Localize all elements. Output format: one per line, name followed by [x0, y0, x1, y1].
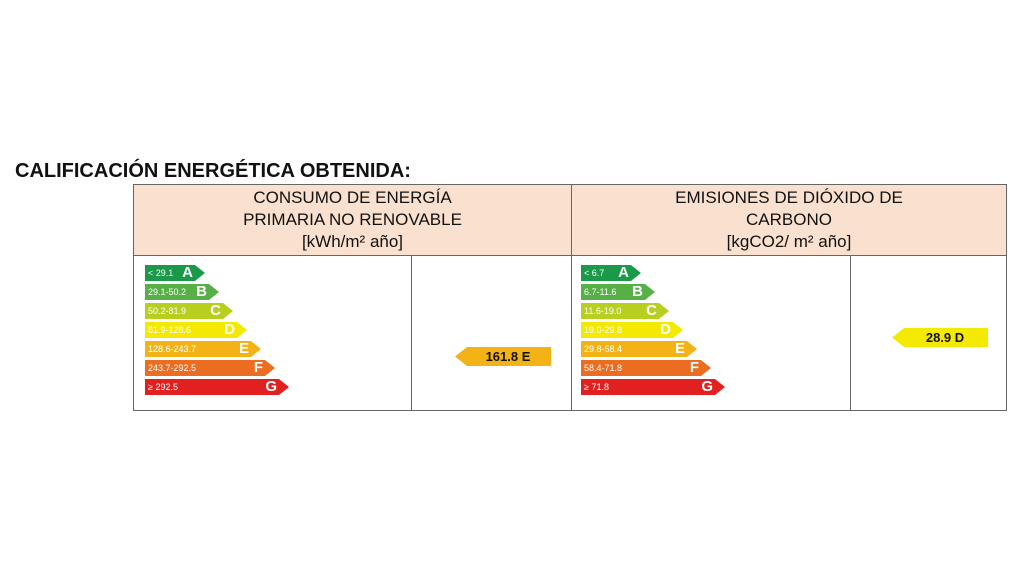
scale-letter: F	[253, 359, 263, 376]
scale-range: ≥ 292.5	[148, 382, 178, 392]
scale-letter: D	[660, 321, 671, 338]
scale-range: ≥ 71.8	[584, 382, 609, 392]
scale-range: 243.7-292.5	[148, 363, 197, 373]
energy-header: CONSUMO DE ENERGÍA PRIMARIA NO RENOVABLE…	[134, 185, 572, 256]
scale-bar-e: 128.6-243.7 E	[145, 341, 261, 357]
scale-bar-e: 29.8-58.4 E	[581, 341, 697, 357]
scale-range: 50.2-81.9	[148, 306, 187, 316]
scale-range: 128.6-243.7	[148, 344, 197, 354]
scale-bar-f: 58.4-71.8 F	[581, 360, 711, 376]
co2-result-arrow: 28.9 D	[892, 328, 988, 347]
page-title: CALIFICACIÓN ENERGÉTICA OBTENIDA:	[15, 160, 411, 182]
scale-range: 81.9-128.6	[148, 325, 192, 335]
scale-letter: B	[196, 283, 207, 300]
scale-bar-d: 81.9-128.6 D	[145, 322, 247, 338]
scale-range: 11.6-19.0	[584, 306, 622, 316]
scale-bar-d: 19.0-29.8 D	[581, 322, 683, 338]
scale-range: 6.7-11.6	[584, 287, 617, 297]
scale-letter: D	[224, 321, 235, 338]
scale-range: 58.4-71.8	[584, 363, 623, 373]
scale-range: < 6.7	[584, 268, 605, 278]
scale-bar-a: < 6.7 A	[581, 265, 641, 281]
co2-header-line: EMISIONES DE DIÓXIDO DE	[675, 188, 903, 207]
scale-letter: A	[182, 264, 193, 281]
scale-range: 29.8-58.4	[584, 344, 623, 354]
scale-bar-g: ≥ 292.5 G	[145, 379, 289, 395]
co2-header-line: CARBONO	[746, 210, 832, 229]
divider	[850, 256, 851, 410]
energy-header-line: [kWh/m² año]	[301, 232, 404, 251]
scale-letter: C	[210, 302, 221, 319]
scale-letter: G	[701, 378, 713, 395]
divider	[411, 256, 412, 410]
scale-letter: B	[632, 283, 643, 300]
scale-range: 19.0-29.8	[584, 325, 623, 335]
scale-bar-c: 50.2-81.9 C	[145, 303, 233, 319]
energy-header-line: CONSUMO DE ENERGÍA	[253, 188, 452, 207]
scale-range: 29.1-50.2	[148, 287, 187, 297]
energy-header-line: PRIMARIA NO RENOVABLE	[243, 210, 462, 229]
scale-bar-b: 29.1-50.2 B	[145, 284, 219, 300]
scale-letter: A	[618, 264, 629, 281]
scale-letter: E	[238, 340, 249, 357]
rating-table: CONSUMO DE ENERGÍA PRIMARIA NO RENOVABLE…	[133, 184, 1007, 411]
scale-letter: G	[265, 378, 277, 395]
scale-letter: F	[689, 359, 699, 376]
scale-bar-b: 6.7-11.6 B	[581, 284, 655, 300]
scale-bar-f: 243.7-292.5 F	[145, 360, 275, 376]
scale-bar-g: ≥ 71.8 G	[581, 379, 725, 395]
co2-header-line: [kgCO2/ m² año]	[726, 232, 852, 251]
scale-letter: C	[646, 302, 657, 319]
energy-result-arrow: 161.8 E	[455, 347, 551, 366]
co2-header: EMISIONES DE DIÓXIDO DE CARBONO [kgCO2/ …	[572, 185, 1006, 256]
divider	[571, 256, 572, 410]
scale-bar-c: 11.6-19.0 C	[581, 303, 669, 319]
scale-letter: E	[674, 340, 685, 357]
scale-bar-a: < 29.1 A	[145, 265, 205, 281]
scale-range: < 29.1	[148, 268, 174, 278]
